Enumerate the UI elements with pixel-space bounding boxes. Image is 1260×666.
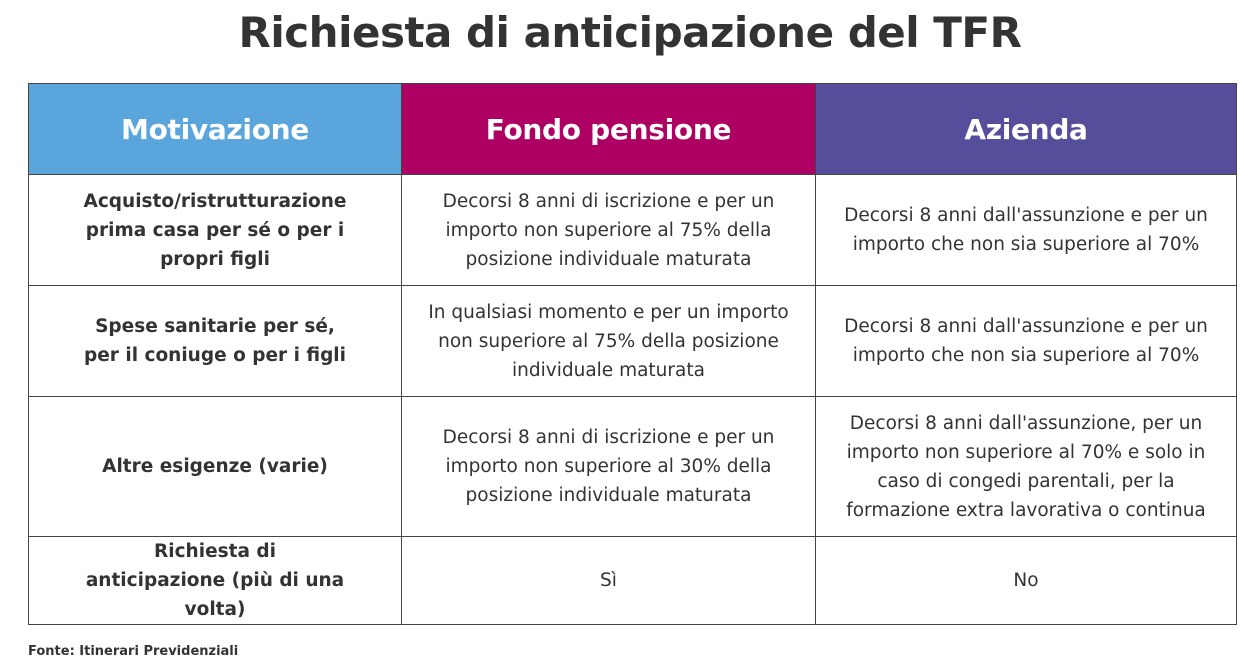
cell-fondo-pensione: Sì: [401, 536, 816, 625]
cell-text: Sì: [600, 570, 617, 591]
cell-text: Spese sanitarie per sé, per il coniuge o…: [84, 316, 346, 366]
cell-text: Richiesta di anticipazione (più di una v…: [85, 541, 345, 620]
header-azienda: Azienda: [815, 83, 1237, 175]
cell-motivazione: Richiesta di anticipazione (più di una v…: [28, 536, 402, 625]
cell-motivazione: Acquisto/ristrutturazione prima casa per…: [28, 174, 402, 286]
cell-fondo-pensione: Decorsi 8 anni di iscrizione e per un im…: [401, 396, 816, 537]
cell-azienda: Decorsi 8 anni dall'assunzione, per un i…: [815, 396, 1237, 537]
header-motivazione: Motivazione: [28, 83, 402, 175]
cell-fondo-pensione: Decorsi 8 anni di iscrizione e per un im…: [401, 174, 816, 286]
cell-motivazione: Altre esigenze (varie): [28, 396, 402, 537]
cell-text: Acquisto/ristrutturazione prima casa per…: [83, 190, 347, 270]
cell-text: Decorsi 8 anni di iscrizione e per un im…: [442, 427, 775, 506]
cell-azienda: No: [815, 536, 1237, 625]
cell-fondo-pensione: In qualsiasi momento e per un importo no…: [401, 285, 816, 397]
cell-text: Decorsi 8 anni dall'assunzione e per un …: [844, 205, 1208, 255]
chart-title: Richiesta di anticipazione del TFR: [238, 8, 1022, 57]
table-row: Spese sanitarie per sé, per il coniuge o…: [28, 285, 1237, 397]
header-fondo-pensione: Fondo pensione: [401, 83, 816, 175]
cell-azienda: Decorsi 8 anni dall'assunzione e per un …: [815, 174, 1237, 286]
cell-text: Decorsi 8 anni dall'assunzione e per un …: [844, 316, 1208, 366]
cell-text: Altre esigenze (varie): [102, 456, 328, 477]
source-note: Fonte: Itinerari Previdenziali: [28, 644, 239, 659]
table-row: Altre esigenze (varie) Decorsi 8 anni di…: [28, 396, 1237, 537]
cell-text: Decorsi 8 anni dall'assunzione, per un i…: [846, 412, 1206, 521]
table-row: Acquisto/ristrutturazione prima casa per…: [28, 174, 1237, 286]
cell-motivazione: Spese sanitarie per sé, per il coniuge o…: [28, 285, 402, 397]
table-row: Richiesta di anticipazione (più di una v…: [28, 536, 1237, 625]
tfr-table: Motivazione Fondo pensione Azienda Acqui…: [28, 83, 1237, 625]
cell-azienda: Decorsi 8 anni dall'assunzione e per un …: [815, 285, 1237, 397]
cell-text: In qualsiasi momento e per un importo no…: [428, 301, 789, 381]
cell-text: No: [1013, 570, 1039, 591]
table-header-row: Motivazione Fondo pensione Azienda: [28, 83, 1237, 175]
cell-text: Decorsi 8 anni di iscrizione e per un im…: [442, 190, 775, 270]
